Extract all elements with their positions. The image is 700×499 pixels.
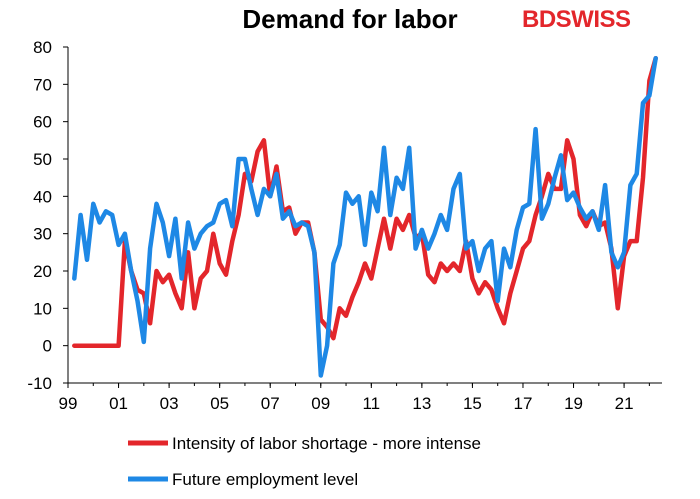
x-tick-label: 09 [311,394,330,413]
x-tick-label: 03 [160,394,179,413]
axes [63,46,662,388]
legend-label: Future employment level [172,470,358,489]
y-tick-label: 30 [33,225,52,244]
x-tick-label: 21 [615,394,634,413]
x-axis-tick-labels: 99 01 03 05 07 09 11 13 15 17 19 21 [59,394,634,413]
brand-logo-part2: SWISS [555,6,631,33]
x-tick-label: 01 [109,394,128,413]
legend: Intensity of labor shortage - more inten… [128,434,481,489]
x-tick-label: 15 [463,394,482,413]
brand-logo: BDSWISS [522,6,631,34]
y-tick-label: 50 [33,150,52,169]
x-tick-label: 05 [210,394,229,413]
legend-label: Intensity of labor shortage - more inten… [172,434,481,453]
y-axis-tick-labels: -10 0 10 20 30 40 50 60 70 80 [27,38,52,393]
series-line-labor-shortage [72,55,658,348]
x-tick-label: 19 [564,394,583,413]
y-tick-label: 70 [33,75,52,94]
x-tick-label: 99 [59,394,78,413]
y-tick-label: -10 [27,374,52,393]
x-tick-label: 13 [412,394,431,413]
y-tick-label: 80 [33,38,52,57]
x-tick-label: 17 [514,394,533,413]
x-tick-label: 11 [362,394,380,413]
y-tick-label: 0 [43,337,52,356]
brand-logo-part1: BD [522,6,556,33]
y-tick-label: 20 [33,262,52,281]
chart-title: Demand for labor [242,4,458,34]
y-tick-label: 10 [33,299,52,318]
y-tick-label: 40 [33,187,52,206]
x-tick-label: 07 [261,394,280,413]
series-lines [72,55,658,378]
series-line-future-employment [72,55,658,378]
y-tick-label: 60 [33,113,52,132]
